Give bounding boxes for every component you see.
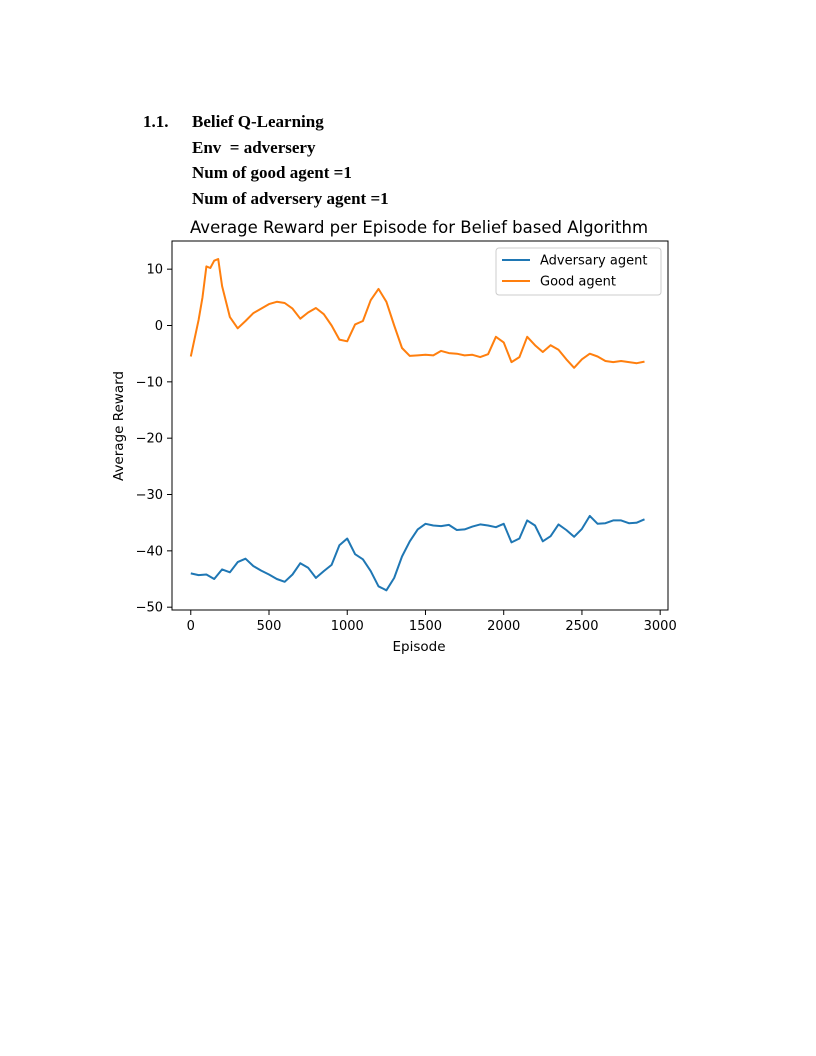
y-tick-label: −10 (136, 375, 163, 390)
y-tick-label: −50 (136, 601, 163, 616)
adversary-agent-count-line: Num of adversery agent =1 (192, 188, 389, 208)
series-layer (189, 258, 645, 592)
y-tick-label: −40 (136, 544, 163, 559)
y-axis: 10 0 −10 −20 −30 −40 −50 (136, 263, 172, 616)
y-axis-label: Average Reward (111, 371, 127, 481)
section-title-line: 1.1. Belief Q-Learning (143, 109, 389, 135)
legend-box (495, 247, 662, 296)
x-tick-label: 500 (257, 619, 282, 634)
x-axis: 0 500 1000 1500 2000 2500 3000 (187, 610, 677, 634)
series-line-0 (190, 514, 645, 592)
y-tick-label: 10 (146, 263, 163, 278)
x-tick-label: 2500 (565, 619, 598, 634)
y-tick-label: −30 (136, 488, 163, 503)
x-tick-label: 3000 (644, 619, 677, 634)
x-tick-label: 1500 (409, 619, 442, 634)
plot-area (171, 240, 669, 611)
y-tick-label: −20 (136, 432, 163, 447)
x-tick-label: 0 (187, 619, 195, 634)
section-number: 1.1. (143, 112, 169, 131)
x-tick-label: 1000 (331, 619, 364, 634)
section-title: Belief Q-Learning (192, 112, 324, 131)
env-line: Env = adversery (192, 137, 316, 157)
plot-frame (171, 240, 669, 611)
legend: Adversary agent Good agent (495, 247, 662, 296)
x-tick-label: 2000 (487, 619, 520, 634)
legend-label: Adversary agent (540, 254, 647, 269)
section-heading: 1.1. Belief Q-Learning Env = adversery Nu… (143, 109, 389, 211)
legend-label: Good agent (540, 275, 616, 290)
chart-title: Average Reward per Episode for Belief ba… (190, 218, 648, 237)
good-agent-count-line: Num of good agent =1 (192, 163, 352, 182)
series-line-1 (189, 258, 645, 369)
y-tick-label: 0 (155, 319, 163, 334)
reward-chart: Average Reward per Episode for Belief ba… (111, 218, 677, 655)
x-axis-label: Episode (392, 639, 445, 655)
